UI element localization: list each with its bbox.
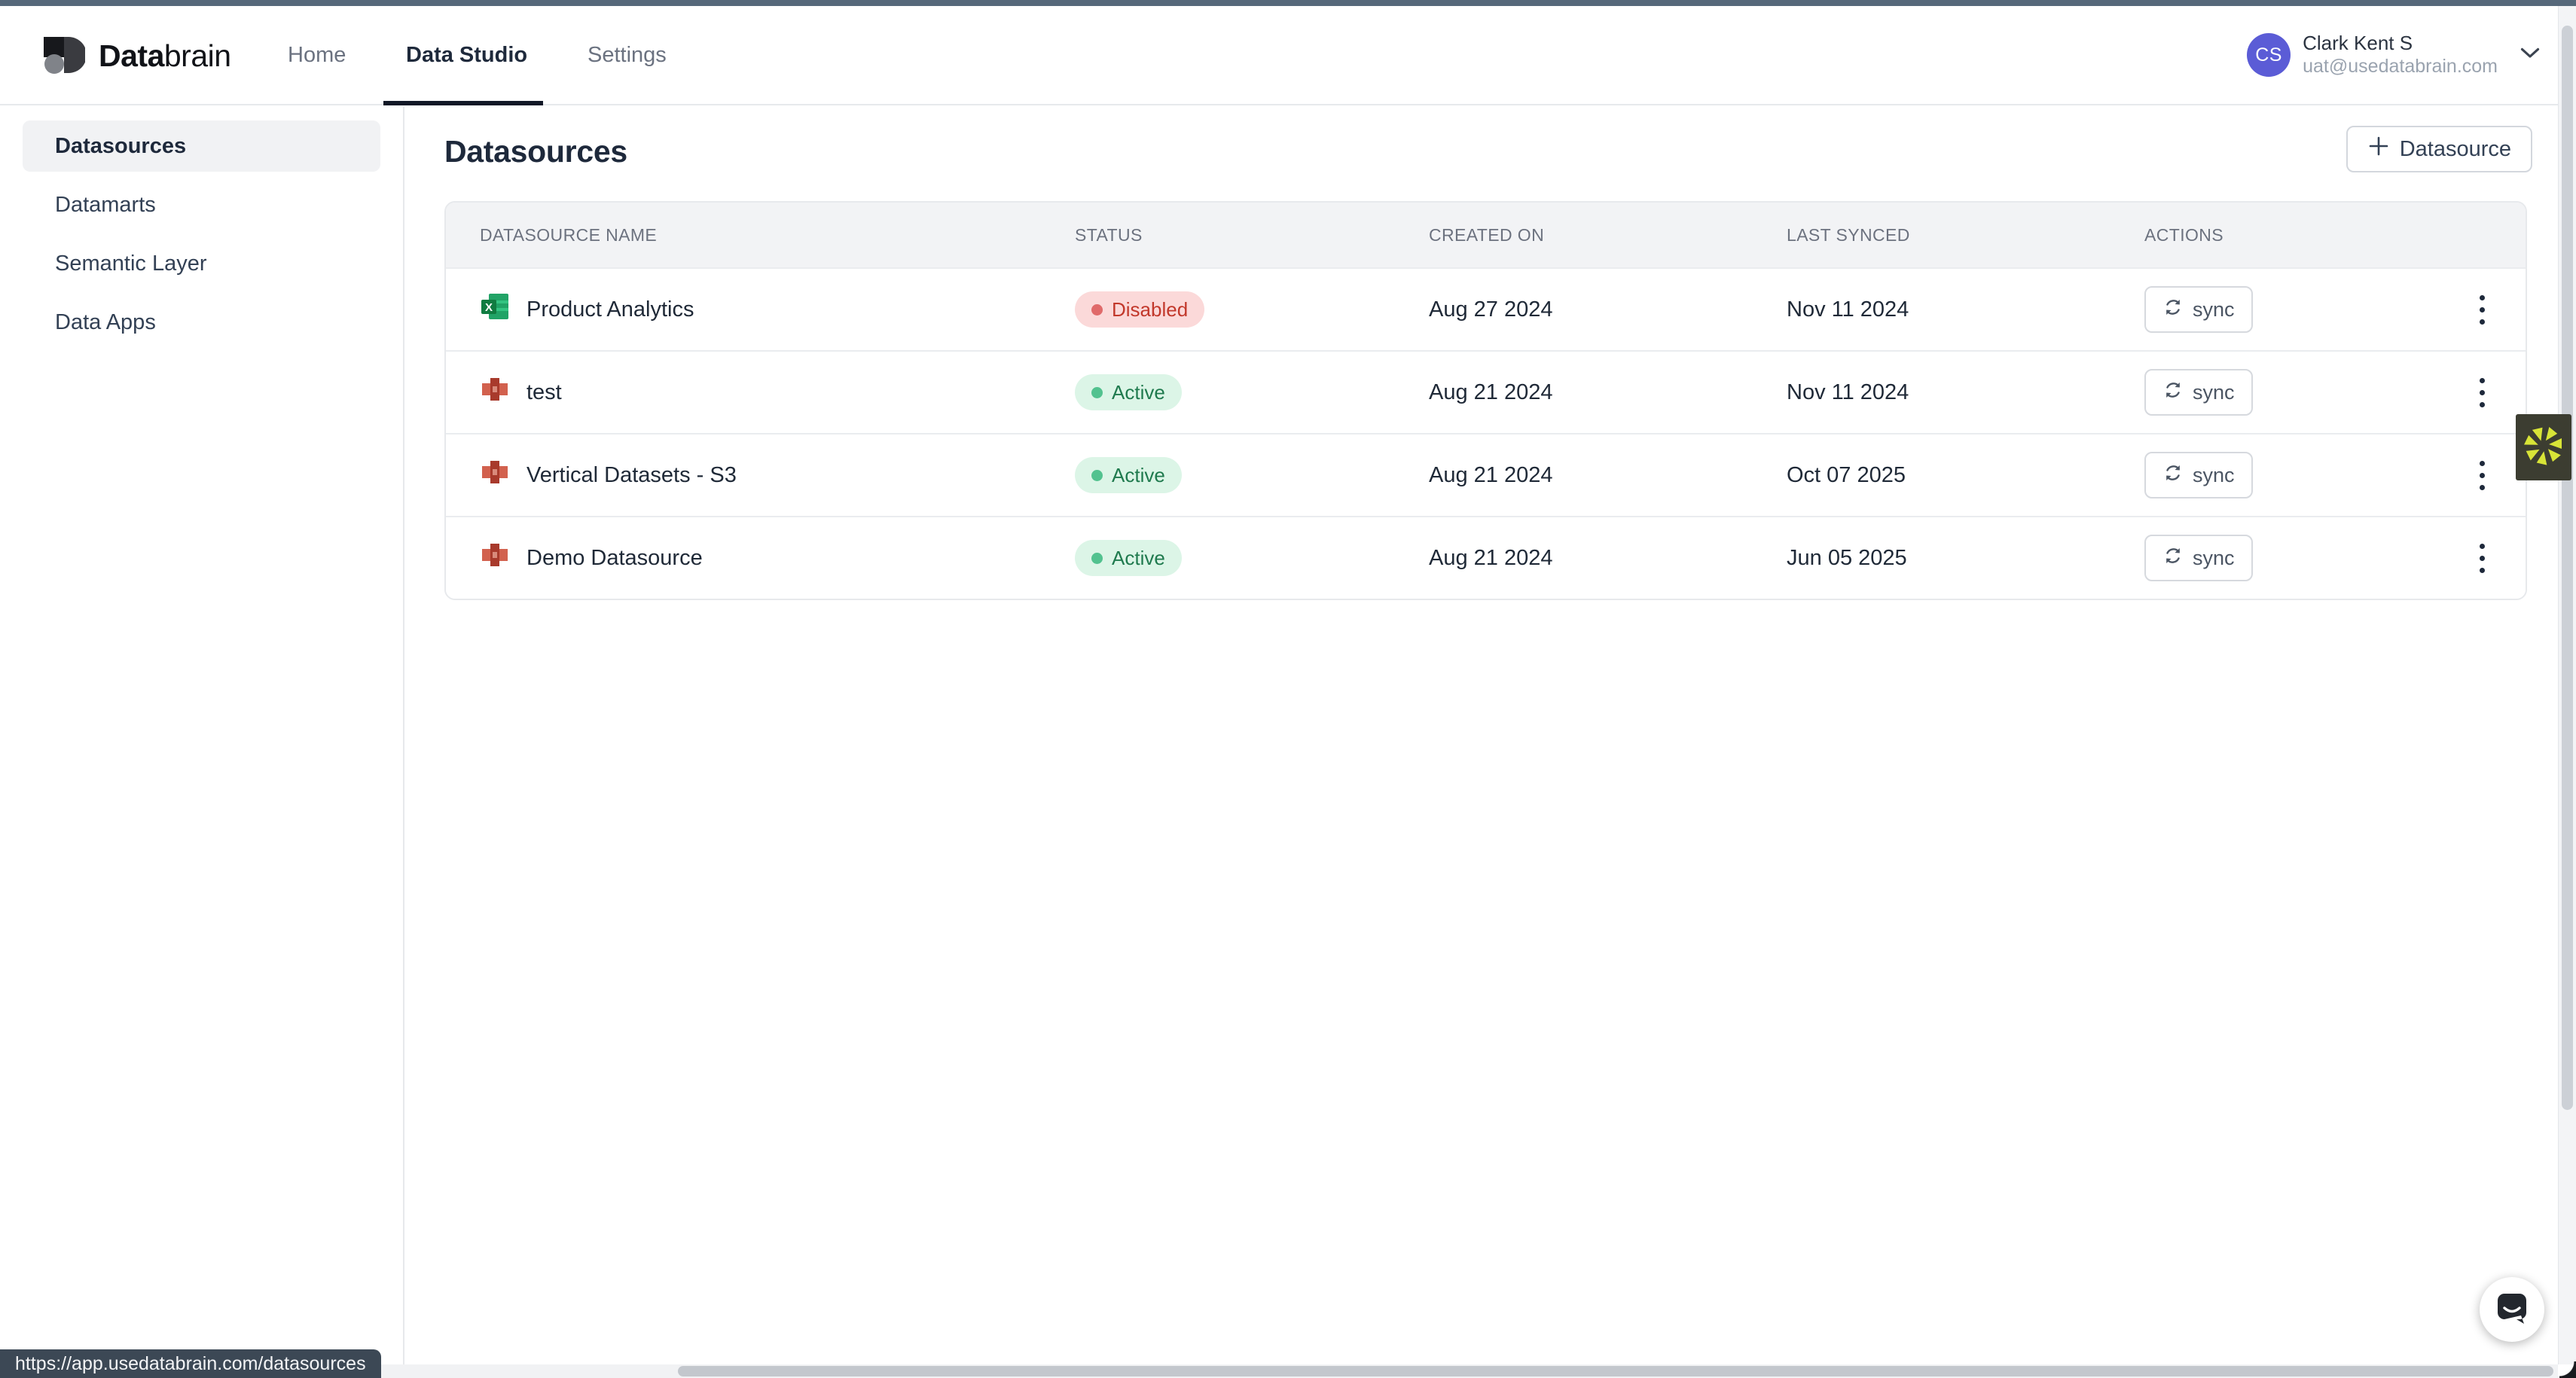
active-tab-indicator bbox=[383, 101, 543, 105]
nav-tab-data-studio[interactable]: Data Studio bbox=[406, 43, 528, 67]
created-on-value: Aug 21 2024 bbox=[1429, 462, 1553, 487]
sync-button[interactable]: sync bbox=[2144, 286, 2253, 333]
databrain-logo[interactable]: Databrain bbox=[43, 33, 231, 79]
last-synced-value: Oct 07 2025 bbox=[1787, 462, 1906, 487]
table-row: X Product Analytics Disabled Aug 27 2024… bbox=[446, 267, 2526, 350]
table-row: Demo Datasource Active Aug 21 2024 Jun 0… bbox=[446, 516, 2526, 599]
chat-launcher-button[interactable] bbox=[2480, 1277, 2544, 1342]
created-on-value: Aug 21 2024 bbox=[1429, 545, 1553, 570]
row-menu-kebab-icon[interactable] bbox=[2475, 539, 2489, 578]
column-header-last-synced: Last Synced bbox=[1787, 224, 1910, 245]
refresh-icon bbox=[2162, 462, 2184, 489]
row-menu-kebab-icon[interactable] bbox=[2475, 373, 2489, 412]
window-top-strip bbox=[0, 0, 2576, 6]
page-title: Datasources bbox=[444, 134, 627, 169]
vertical-scrollbar-thumb[interactable] bbox=[2562, 26, 2573, 1110]
avatar: CS bbox=[2247, 33, 2291, 77]
sync-button[interactable]: sync bbox=[2144, 452, 2253, 498]
datasources-table: Datasource Name Status Created On Last S… bbox=[444, 201, 2527, 600]
sync-button[interactable]: sync bbox=[2144, 535, 2253, 581]
row-menu-kebab-icon[interactable] bbox=[2475, 291, 2489, 329]
brand-name: Databrain bbox=[99, 38, 231, 73]
main-content: Datasources Datasource Datasource Name S… bbox=[404, 107, 2558, 1364]
redshift-icon bbox=[480, 540, 510, 576]
sparkle-extension-widget[interactable] bbox=[2516, 414, 2571, 480]
column-header-status: Status bbox=[1075, 224, 1143, 245]
sidebar-item-data-apps[interactable]: Data Apps bbox=[55, 310, 156, 334]
chat-bubble-icon bbox=[2494, 1290, 2530, 1330]
datasource-name[interactable]: Product Analytics bbox=[526, 297, 694, 322]
sync-button[interactable]: sync bbox=[2144, 369, 2253, 416]
status-badge: Active bbox=[1075, 457, 1182, 493]
sidebar-item-datasources[interactable]: Datasources bbox=[23, 120, 380, 172]
horizontal-scrollbar-track[interactable] bbox=[0, 1364, 2558, 1378]
status-badge: Active bbox=[1075, 374, 1182, 410]
plus-icon bbox=[2367, 135, 2390, 163]
redshift-icon bbox=[480, 374, 510, 410]
sparkle-asterisk-icon bbox=[2523, 423, 2565, 472]
datasource-name[interactable]: test bbox=[526, 380, 562, 404]
horizontal-scrollbar-thumb[interactable] bbox=[678, 1366, 2553, 1376]
status-dot-icon bbox=[1091, 469, 1103, 481]
sidebar-item-datamarts[interactable]: Datamarts bbox=[55, 193, 156, 217]
datasource-name[interactable]: Vertical Datasets - S3 bbox=[526, 462, 737, 487]
status-badge: Active bbox=[1075, 540, 1182, 576]
status-dot-icon bbox=[1091, 303, 1103, 316]
chevron-down-icon bbox=[2520, 47, 2540, 62]
status-badge: Disabled bbox=[1075, 291, 1205, 328]
sidebar-item-semantic-layer[interactable]: Semantic Layer bbox=[55, 252, 207, 276]
column-header-actions: Actions bbox=[2144, 224, 2224, 245]
excel-icon: X bbox=[480, 291, 510, 328]
nav-tab-settings[interactable]: Settings bbox=[588, 43, 667, 67]
last-synced-value: Nov 11 2024 bbox=[1787, 380, 1909, 404]
vertical-scrollbar-track[interactable] bbox=[2558, 6, 2576, 1364]
table-row: test Active Aug 21 2024 Nov 11 2024 sync bbox=[446, 350, 2526, 433]
nav-tab-home[interactable]: Home bbox=[288, 43, 346, 67]
refresh-icon bbox=[2162, 545, 2184, 572]
refresh-icon bbox=[2162, 380, 2184, 406]
created-on-value: Aug 27 2024 bbox=[1429, 297, 1553, 322]
sidebar: Datasources Datamarts Semantic Layer Dat… bbox=[0, 107, 404, 1378]
databrain-logo-icon bbox=[43, 33, 87, 79]
last-synced-value: Jun 05 2025 bbox=[1787, 545, 1907, 570]
last-synced-value: Nov 11 2024 bbox=[1787, 297, 1909, 322]
redshift-icon bbox=[480, 457, 510, 493]
user-name: Clark Kent S bbox=[2303, 32, 2413, 54]
refresh-icon bbox=[2162, 297, 2184, 323]
app-header: Databrain Home Data Studio Settings CS C… bbox=[0, 6, 2576, 105]
table-row: Vertical Datasets - S3 Active Aug 21 202… bbox=[446, 433, 2526, 516]
status-dot-icon bbox=[1091, 552, 1103, 564]
column-header-created-on: Created On bbox=[1429, 224, 1545, 245]
datasource-name[interactable]: Demo Datasource bbox=[526, 545, 703, 570]
row-menu-kebab-icon[interactable] bbox=[2475, 456, 2489, 495]
svg-text:X: X bbox=[485, 301, 493, 314]
table-header-row: Datasource Name Status Created On Last S… bbox=[446, 203, 2526, 267]
created-on-value: Aug 21 2024 bbox=[1429, 380, 1553, 404]
column-header-datasource-name: Datasource Name bbox=[480, 224, 658, 245]
user-email: uat@usedatabrain.com bbox=[2303, 56, 2498, 77]
add-datasource-button[interactable]: Datasource bbox=[2346, 126, 2532, 172]
browser-link-preview: https://app.usedatabrain.com/datasources bbox=[0, 1349, 381, 1378]
window-corner bbox=[2559, 1361, 2576, 1378]
user-menu[interactable]: CS Clark Kent S uat@usedatabrain.com bbox=[2247, 6, 2546, 104]
status-dot-icon bbox=[1091, 386, 1103, 398]
